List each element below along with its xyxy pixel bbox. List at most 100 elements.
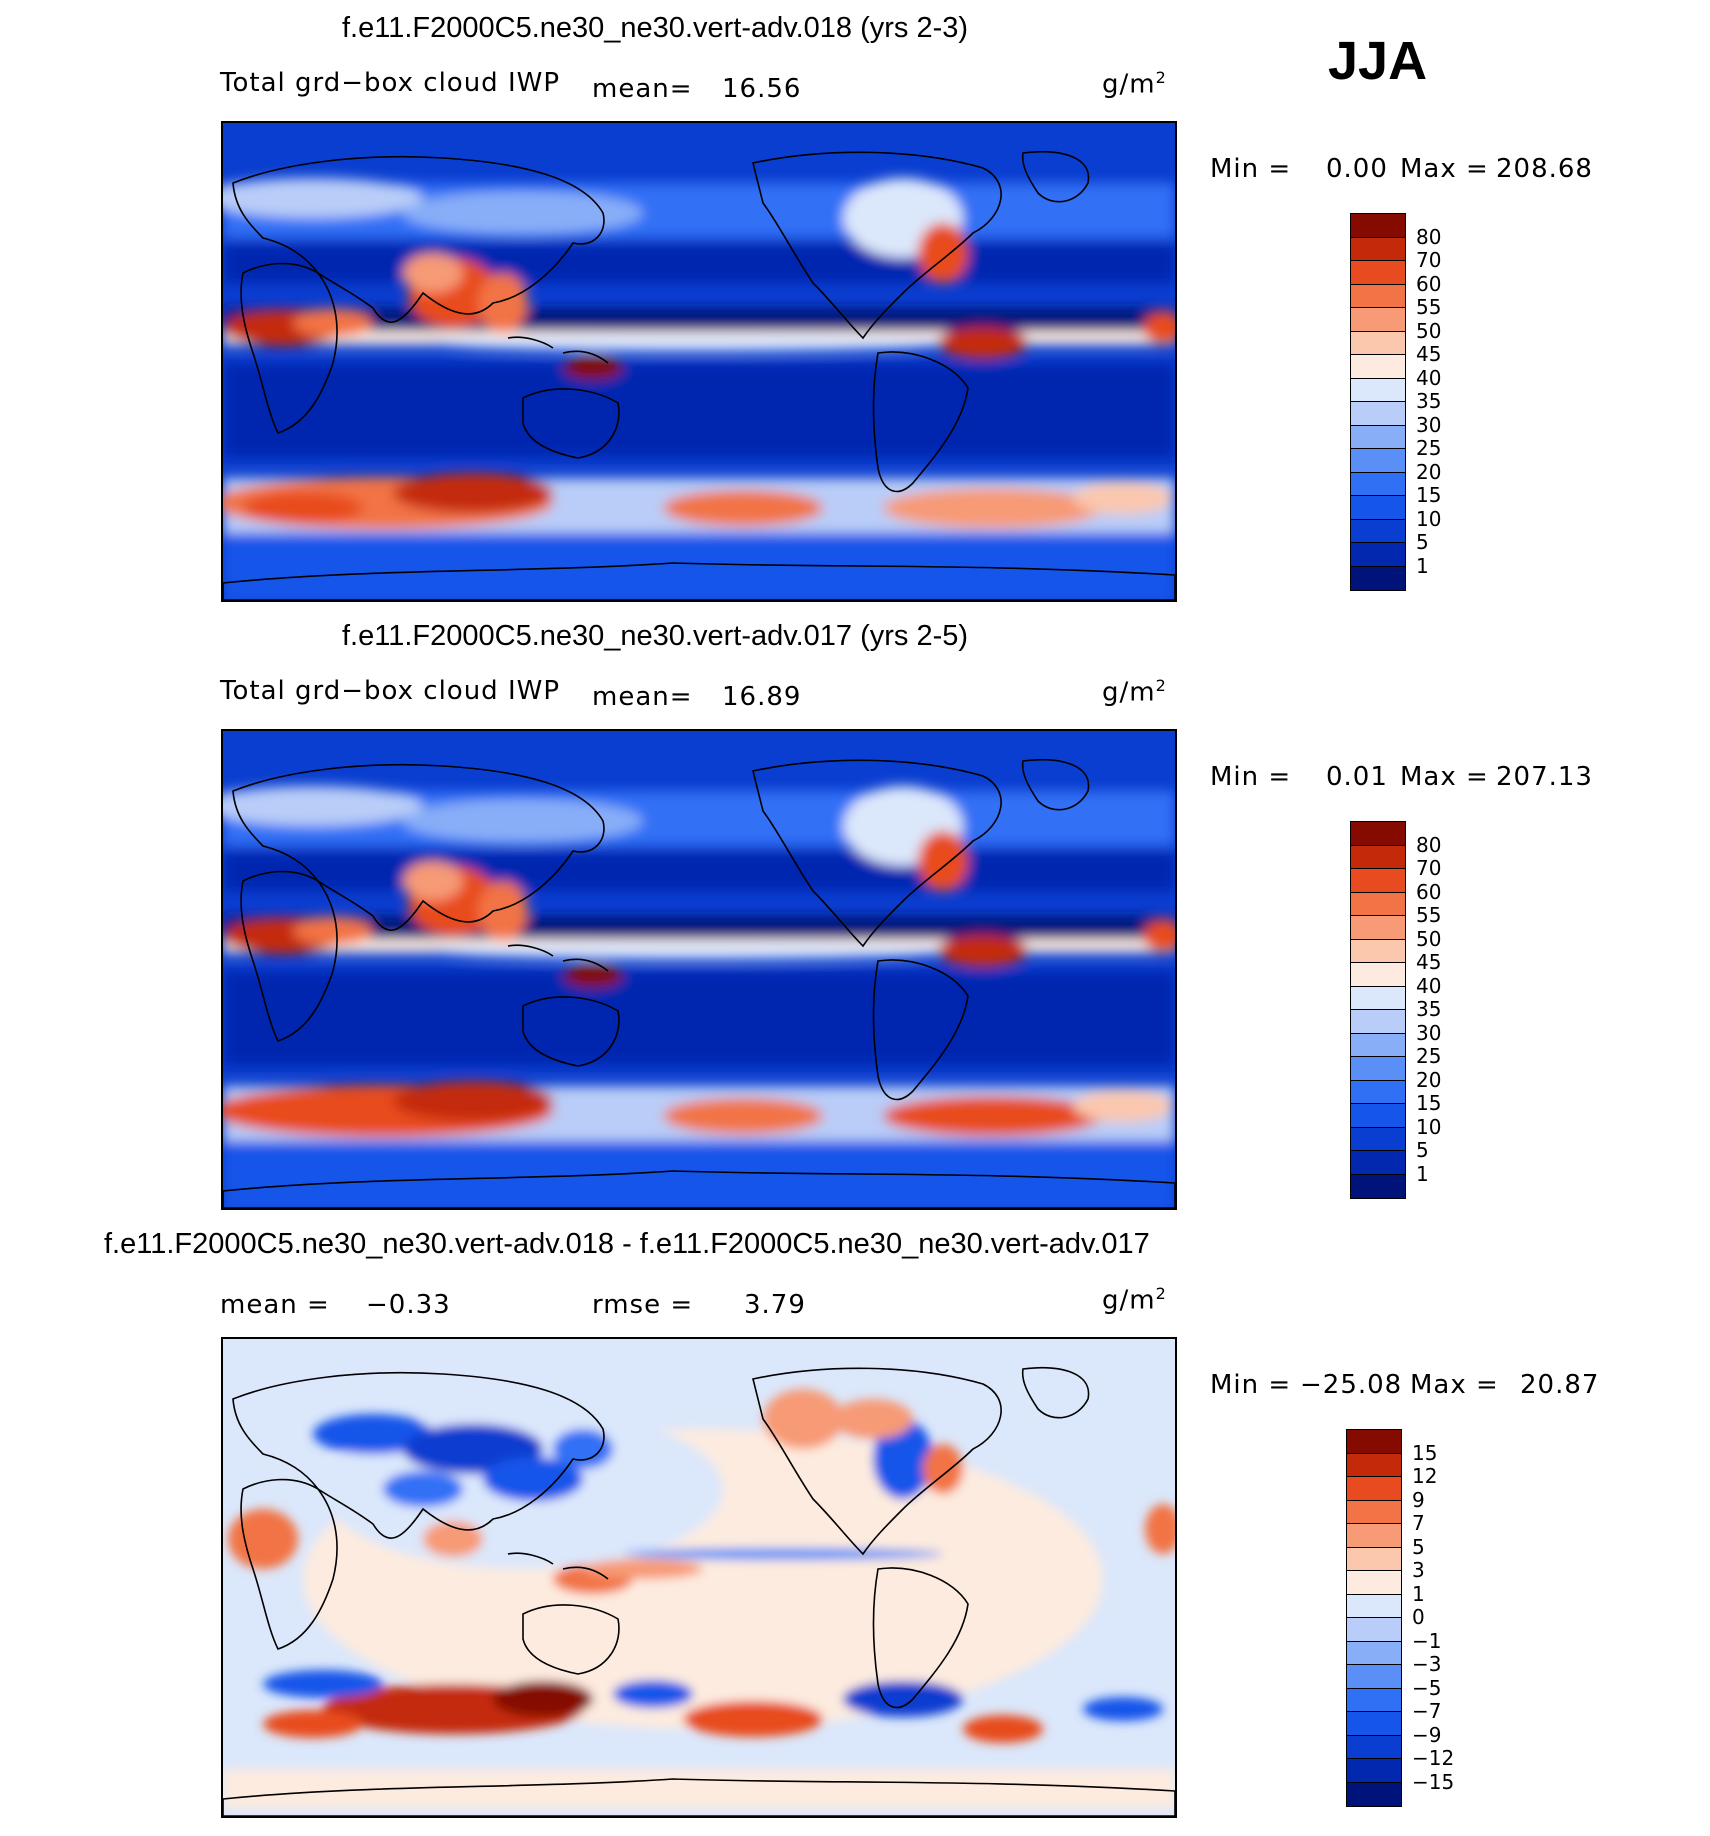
colorbar-tick-label: 45 — [1416, 342, 1442, 366]
field-blob — [683, 1701, 823, 1737]
colorbar-swatch — [1346, 1570, 1402, 1595]
colorbar-tick-label: −5 — [1412, 1675, 1442, 1700]
colorbar-tick-label: 1 — [1416, 553, 1429, 578]
colorbar-swatch — [1346, 1499, 1402, 1525]
colorbar-swatch — [1350, 377, 1406, 403]
coastlines — [223, 151, 1175, 600]
coastline — [507, 944, 609, 972]
field-blob — [563, 964, 623, 988]
colorbar-tick-label: 70 — [1416, 248, 1442, 272]
field-blob — [433, 335, 953, 351]
colorbar-tick-label: 35 — [1416, 389, 1442, 413]
colorbar-tick-label: 25 — [1416, 436, 1442, 460]
field-band — [223, 243, 1175, 283]
field-blob — [938, 935, 1028, 967]
coastline — [507, 336, 609, 364]
colorbar-swatch — [1350, 236, 1406, 262]
coastline — [223, 562, 1175, 600]
colorbar-swatch — [1350, 1056, 1406, 1081]
colorbar-tick-label: 35 — [1416, 997, 1442, 1021]
colorbar-swatch — [1346, 1593, 1402, 1619]
field-blob — [263, 1710, 363, 1738]
field-blob — [1143, 920, 1175, 952]
colorbar-swatch — [1350, 891, 1406, 917]
colorbar-tick-label: 20 — [1416, 459, 1442, 484]
colorbar-swatch — [1350, 1126, 1406, 1152]
field-blob — [623, 1548, 943, 1560]
field-blob — [478, 881, 528, 941]
field-blob — [553, 1429, 613, 1469]
field-layer — [223, 178, 1175, 600]
colorbar-tick-label: 80 — [1416, 832, 1442, 857]
field-blob — [393, 473, 553, 513]
field-blob — [313, 1414, 433, 1454]
colorbar-tick-label: −3 — [1412, 1652, 1442, 1676]
panel-2-mean-value: 16.89 — [722, 682, 802, 712]
colorbar-swatch — [1350, 565, 1406, 591]
colorbar-tick-label: 15 — [1416, 483, 1442, 507]
field-band — [223, 1171, 1175, 1208]
coastlines — [223, 1367, 1175, 1816]
field-blob — [923, 1444, 963, 1494]
panel-3-mean-value: −0.33 — [366, 1290, 451, 1320]
colorbar-tick-label: 12 — [1412, 1464, 1438, 1488]
field-blob — [843, 1681, 963, 1717]
field-blob — [613, 1680, 693, 1708]
colorbar-tick-label: 15 — [1412, 1440, 1438, 1465]
colorbar-swatch — [1346, 1617, 1402, 1642]
field-blob — [873, 1419, 933, 1499]
panel-1-max-value: 208.68 — [1496, 154, 1593, 184]
colorbar-tick-label: 15 — [1416, 1091, 1442, 1115]
colorbar-swatch — [1346, 1523, 1402, 1548]
field-blob — [223, 786, 423, 826]
colorbar-tick-label: 30 — [1416, 412, 1442, 437]
field-band — [223, 971, 1175, 1066]
coastline — [872, 959, 969, 1101]
panel-2-variable: Total grd−box cloud IWP — [220, 676, 561, 706]
field-blob — [1145, 1504, 1175, 1554]
field-blob — [393, 1081, 553, 1121]
colorbar-tick-label: −9 — [1412, 1722, 1442, 1747]
coastline — [240, 1478, 338, 1650]
colorbar-swatch — [1350, 821, 1406, 846]
colorbar-swatch — [1350, 1173, 1406, 1199]
colorbar-swatch — [1346, 1781, 1402, 1807]
panel-3-rmse-label: rmse = — [592, 1290, 694, 1320]
panel-1-min-value: 0.00 — [1326, 154, 1388, 184]
coastline — [507, 1552, 609, 1580]
field-blob — [663, 490, 823, 526]
field-blob — [263, 1670, 383, 1698]
coastline — [240, 262, 338, 434]
coastline — [223, 1778, 1175, 1816]
colorbar-swatch — [1346, 1452, 1402, 1478]
panel-2-min-label: Min = — [1210, 762, 1292, 792]
panel-2-units: g/m2 — [1102, 676, 1167, 708]
panel-3-min-value: −25.08 — [1300, 1370, 1403, 1400]
map-field — [223, 123, 1175, 600]
colorbar-tick-label: 10 — [1416, 1114, 1442, 1139]
colorbar-tick-label: 20 — [1416, 1067, 1442, 1092]
coastline — [232, 155, 605, 323]
colorbar-tick-label: 45 — [1416, 950, 1442, 974]
colorbar-tick-label: 3 — [1412, 1558, 1425, 1582]
colorbar-swatch — [1350, 1103, 1406, 1128]
colorbar-tick-label: −12 — [1412, 1746, 1455, 1770]
colorbar-swatch — [1350, 962, 1406, 987]
field-blob — [403, 861, 463, 901]
colorbar-tick-label: 5 — [1416, 1138, 1429, 1162]
colorbar-tick-label: 50 — [1416, 318, 1442, 343]
colorbar-swatch — [1346, 1734, 1402, 1760]
colorbar-tick-label: 0 — [1412, 1605, 1425, 1629]
colorbar-swatch — [1350, 542, 1406, 567]
coastline — [522, 996, 620, 1067]
coastline — [522, 388, 620, 459]
colorbar-swatch — [1346, 1476, 1402, 1501]
panel-2-max-value: 207.13 — [1496, 762, 1593, 792]
colorbar-tick-label: 5 — [1416, 530, 1429, 554]
colorbar-tick-label: 60 — [1416, 879, 1442, 904]
field-band — [223, 533, 1175, 563]
colorbar-swatch — [1350, 844, 1406, 870]
colorbar-tick-label: −1 — [1412, 1628, 1442, 1653]
map-field — [223, 1339, 1175, 1816]
coastline — [1021, 151, 1090, 203]
